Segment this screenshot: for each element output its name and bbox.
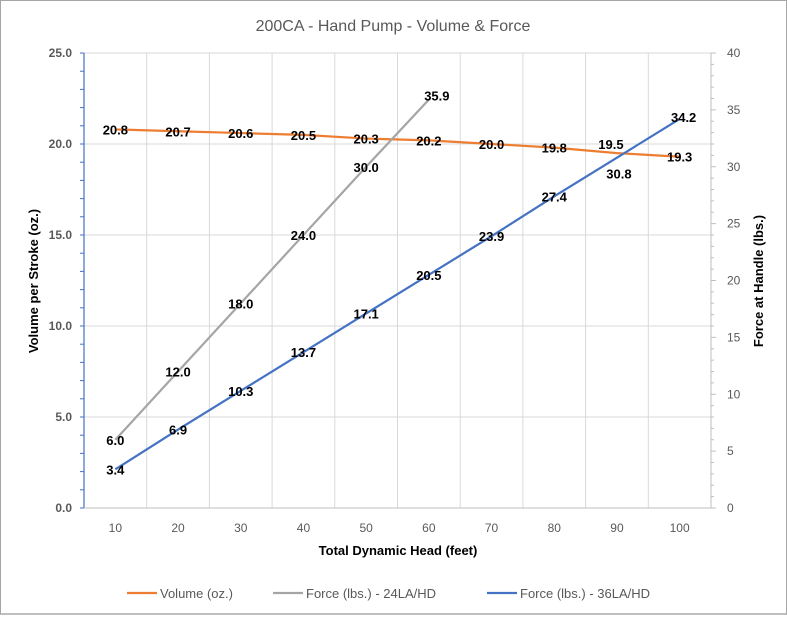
y2-tick-label: 0 xyxy=(727,501,734,515)
data-label: 12.0 xyxy=(165,365,190,380)
x-axis-title: Total Dynamic Head (feet) xyxy=(319,543,478,558)
data-label: 3.4 xyxy=(106,462,125,477)
data-label: 6.0 xyxy=(106,433,124,448)
data-label: 20.8 xyxy=(103,122,128,137)
legend: Volume (oz.) Force (lbs.) - 24LA/HD Force … xyxy=(127,586,650,601)
x-tick-label: 80 xyxy=(548,521,562,535)
y2-tick-label: 35 xyxy=(727,103,741,117)
data-label: 20.2 xyxy=(416,133,441,148)
x-tick-label: 40 xyxy=(297,521,311,535)
data-label: 10.3 xyxy=(228,384,253,399)
y2-tick-label: 20 xyxy=(727,274,741,288)
data-label: 23.9 xyxy=(479,229,504,244)
y-tick-label: 20.0 xyxy=(49,137,73,151)
data-label: 20.3 xyxy=(353,132,378,147)
data-label: 20.7 xyxy=(165,124,190,139)
x-tick-label: 100 xyxy=(670,521,690,535)
x-tick-label: 20 xyxy=(171,521,185,535)
series-line-0 xyxy=(115,128,680,158)
data-label: 19.5 xyxy=(598,137,623,152)
data-label: 18.0 xyxy=(228,296,253,311)
data-label: 24.0 xyxy=(291,228,316,243)
legend-label: Force (lbs.) - 24LA/HD xyxy=(306,586,436,601)
legend-label: Volume (oz.) xyxy=(160,586,233,601)
x-tick-label: 70 xyxy=(485,521,499,535)
y-axis-title: Volume per Stroke (oz.) xyxy=(26,209,41,353)
data-label: 34.2 xyxy=(671,110,696,125)
y2-tick-label: 5 xyxy=(727,444,734,458)
y2-tick-label: 25 xyxy=(727,217,741,231)
y2-tick-label: 10 xyxy=(727,387,741,401)
data-label: 20.5 xyxy=(291,128,316,143)
data-label: 6.9 xyxy=(169,423,187,438)
y2-tick-label: 40 xyxy=(727,46,741,60)
data-label: 20.5 xyxy=(416,268,441,283)
x-tick-label: 60 xyxy=(422,521,436,535)
x-tick-label: 90 xyxy=(610,521,624,535)
x-tick-label: 50 xyxy=(359,521,373,535)
y-tick-label: 0.0 xyxy=(55,501,72,515)
data-label: 35.9 xyxy=(424,89,449,104)
y-tick-label: 15.0 xyxy=(49,228,73,242)
y-tick-label: 10.0 xyxy=(49,319,73,333)
data-label: 27.4 xyxy=(542,189,568,204)
y2-axis-title: Force at Handle (lbs.) xyxy=(751,215,766,347)
legend-label: Force (lbs.) - 36LA/HD xyxy=(520,586,650,601)
x-tick-label: 30 xyxy=(234,521,248,535)
series-line-2 xyxy=(114,118,681,471)
chart-title: 200CA - Hand Pump - Volume & Force xyxy=(256,18,531,35)
y-tick-label: 25.0 xyxy=(49,46,73,60)
data-label: 19.3 xyxy=(667,150,692,165)
data-label: 19.8 xyxy=(542,141,567,156)
data-label: 30.8 xyxy=(606,167,631,182)
data-label: 13.7 xyxy=(291,345,316,360)
x-tick-label: 10 xyxy=(109,521,123,535)
data-label: 30.0 xyxy=(353,160,378,175)
data-label: 20.0 xyxy=(479,137,504,152)
data-label: 17.1 xyxy=(353,306,378,321)
y-tick-label: 5.0 xyxy=(55,410,72,424)
y2-tick-label: 30 xyxy=(727,160,741,174)
series-line-1 xyxy=(114,98,430,441)
data-label: 20.6 xyxy=(228,126,253,141)
y2-tick-label: 15 xyxy=(727,330,741,344)
